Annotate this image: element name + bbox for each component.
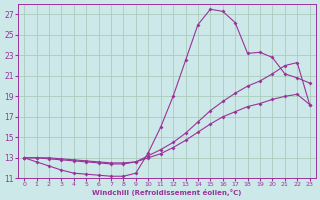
- X-axis label: Windchill (Refroidissement éolien,°C): Windchill (Refroidissement éolien,°C): [92, 189, 242, 196]
